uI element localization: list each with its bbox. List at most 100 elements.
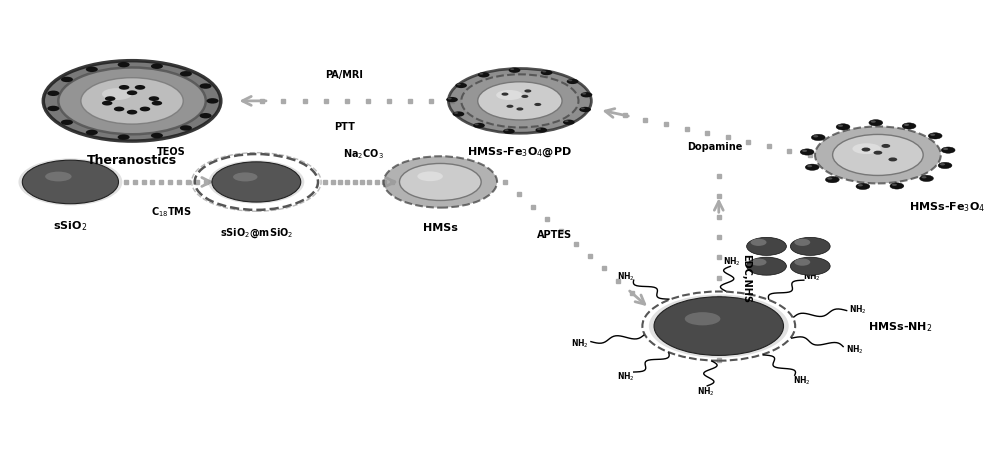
Ellipse shape <box>212 162 301 202</box>
Ellipse shape <box>135 86 145 91</box>
Text: NH$_2$: NH$_2$ <box>571 337 588 349</box>
Ellipse shape <box>149 97 159 102</box>
Ellipse shape <box>881 145 890 149</box>
Text: EDC,NHS: EDC,NHS <box>741 253 751 303</box>
Ellipse shape <box>794 259 810 266</box>
Ellipse shape <box>102 101 112 106</box>
Ellipse shape <box>838 125 843 127</box>
Ellipse shape <box>922 177 927 179</box>
Ellipse shape <box>751 259 767 266</box>
Ellipse shape <box>200 114 212 119</box>
Ellipse shape <box>61 77 73 83</box>
Text: NH$_2$: NH$_2$ <box>617 370 635 383</box>
Ellipse shape <box>654 297 784 356</box>
Text: HMSs-NH$_2$: HMSs-NH$_2$ <box>868 319 932 333</box>
Ellipse shape <box>86 67 98 73</box>
Ellipse shape <box>102 89 132 101</box>
Ellipse shape <box>790 258 830 276</box>
Ellipse shape <box>794 239 810 246</box>
Text: NH$_2$: NH$_2$ <box>697 385 715 398</box>
Ellipse shape <box>537 129 541 131</box>
Ellipse shape <box>448 69 591 134</box>
Ellipse shape <box>399 164 481 201</box>
Ellipse shape <box>180 126 192 131</box>
Ellipse shape <box>45 172 72 182</box>
Ellipse shape <box>47 91 59 97</box>
Ellipse shape <box>856 184 870 190</box>
Ellipse shape <box>581 93 592 98</box>
Ellipse shape <box>140 107 150 112</box>
Text: sSiO$_2$@mSiO$_2$: sSiO$_2$@mSiO$_2$ <box>220 226 293 239</box>
Ellipse shape <box>747 238 786 256</box>
Ellipse shape <box>478 73 490 78</box>
Ellipse shape <box>567 80 578 85</box>
Ellipse shape <box>496 91 523 101</box>
Ellipse shape <box>114 107 124 112</box>
Ellipse shape <box>890 183 904 190</box>
Ellipse shape <box>457 84 461 86</box>
Ellipse shape <box>86 131 98 136</box>
Text: NH$_2$: NH$_2$ <box>793 374 810 386</box>
Ellipse shape <box>505 130 509 132</box>
Ellipse shape <box>563 120 575 126</box>
Ellipse shape <box>805 165 819 171</box>
Ellipse shape <box>815 127 941 184</box>
Ellipse shape <box>813 136 818 138</box>
Text: NH$_2$: NH$_2$ <box>617 270 635 283</box>
Ellipse shape <box>43 61 221 142</box>
Ellipse shape <box>479 74 483 76</box>
Ellipse shape <box>930 134 935 136</box>
Ellipse shape <box>941 148 955 154</box>
Ellipse shape <box>833 135 923 176</box>
Ellipse shape <box>534 104 541 107</box>
Ellipse shape <box>47 106 59 112</box>
Text: PTT: PTT <box>334 121 355 131</box>
Ellipse shape <box>807 166 812 168</box>
Ellipse shape <box>800 150 814 156</box>
Ellipse shape <box>510 69 514 71</box>
Ellipse shape <box>802 150 807 152</box>
Ellipse shape <box>448 98 452 100</box>
Ellipse shape <box>869 121 883 126</box>
Ellipse shape <box>22 161 118 204</box>
Ellipse shape <box>454 113 458 115</box>
Ellipse shape <box>564 121 569 123</box>
Ellipse shape <box>446 98 458 103</box>
Text: HMSs-Fe$_3$O$_4$: HMSs-Fe$_3$O$_4$ <box>909 200 986 214</box>
Text: Na$_2$CO$_3$: Na$_2$CO$_3$ <box>343 147 383 160</box>
Ellipse shape <box>825 177 839 183</box>
Ellipse shape <box>940 164 945 166</box>
Text: HMSs: HMSs <box>423 223 458 233</box>
Ellipse shape <box>938 163 952 169</box>
Ellipse shape <box>118 135 130 141</box>
Text: Dopamine: Dopamine <box>687 142 742 152</box>
Ellipse shape <box>207 99 219 104</box>
Ellipse shape <box>501 93 508 96</box>
Ellipse shape <box>943 148 948 151</box>
Ellipse shape <box>506 106 513 109</box>
Ellipse shape <box>180 72 192 77</box>
Ellipse shape <box>233 173 257 182</box>
Ellipse shape <box>152 101 162 106</box>
Ellipse shape <box>151 133 163 139</box>
Ellipse shape <box>568 80 572 82</box>
Ellipse shape <box>858 185 863 187</box>
Ellipse shape <box>685 313 720 326</box>
Ellipse shape <box>127 111 137 115</box>
Ellipse shape <box>836 125 850 131</box>
Ellipse shape <box>200 84 212 90</box>
Ellipse shape <box>871 121 876 123</box>
Text: TEOS: TEOS <box>157 147 186 157</box>
Ellipse shape <box>582 94 586 96</box>
Ellipse shape <box>751 239 767 246</box>
Text: Theranostics: Theranostics <box>87 153 177 166</box>
Ellipse shape <box>790 238 830 256</box>
Text: NH$_2$: NH$_2$ <box>849 303 867 316</box>
Ellipse shape <box>475 124 479 126</box>
Ellipse shape <box>473 123 485 129</box>
Ellipse shape <box>811 135 825 141</box>
Ellipse shape <box>478 83 562 121</box>
Text: NH$_2$: NH$_2$ <box>846 343 863 355</box>
Ellipse shape <box>747 258 786 276</box>
Ellipse shape <box>541 71 552 76</box>
